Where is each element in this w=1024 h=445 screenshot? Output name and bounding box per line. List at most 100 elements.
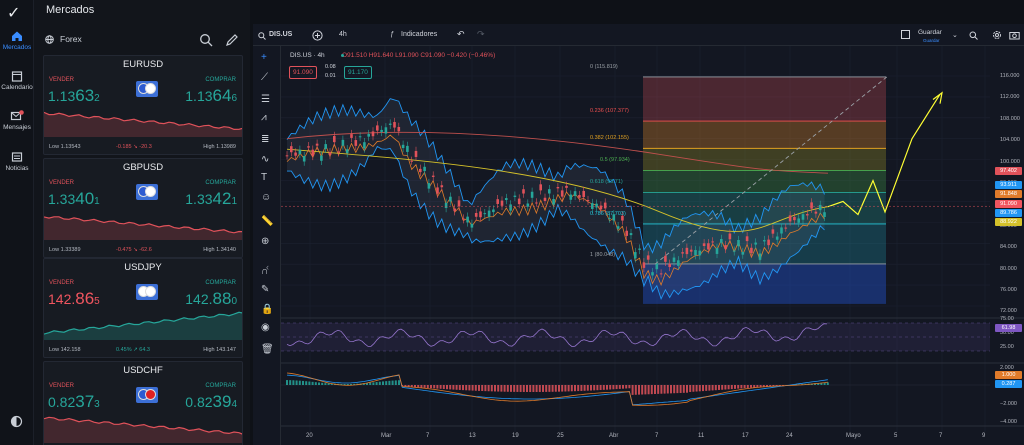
interval-button[interactable]: 4h xyxy=(339,31,347,38)
nav-item-calendario[interactable]: Calendario xyxy=(0,70,34,91)
fib-icon[interactable]: ≣ xyxy=(261,134,270,145)
candle-body xyxy=(307,146,310,148)
x-axis-tick: Mar xyxy=(381,433,392,439)
undo-icon[interactable]: ↶ xyxy=(457,29,465,39)
nav-item-mensajes[interactable]: Mensajes xyxy=(0,110,34,131)
save-sub-label: Guardar xyxy=(923,38,940,43)
wave-icon[interactable]: ∿ xyxy=(261,154,270,165)
fib-level-label: 0.618 (93.71) xyxy=(590,179,623,185)
edit-icon[interactable] xyxy=(225,33,239,47)
macd-histogram-bar xyxy=(455,385,458,390)
candle-body xyxy=(294,152,297,156)
trend-line-icon[interactable]: ⟋ xyxy=(261,72,268,83)
market-card-usdjpy[interactable]: USDJPY VENDER COMPRAR 142.865 142.880 Lo… xyxy=(43,258,243,358)
gear-icon[interactable] xyxy=(992,30,1002,40)
buy-button[interactable]: 0.82394 xyxy=(185,392,237,412)
macd-histogram-bar xyxy=(622,385,624,389)
lock-icon[interactable]: 🔒 xyxy=(261,304,274,315)
buy-label: COMPRAR xyxy=(205,280,236,286)
spread-top: 0.08 xyxy=(325,64,336,70)
sell-button[interactable]: 0.82373 xyxy=(48,392,100,412)
sell-button[interactable]: 1.13632 xyxy=(48,86,100,106)
macd-histogram-bar xyxy=(676,385,679,394)
chart-area[interactable] xyxy=(253,24,1024,445)
buy-price-pips: 64 xyxy=(212,86,232,105)
nav-item-noticias[interactable]: Noticias xyxy=(0,151,34,172)
sell-price-box[interactable]: 91.090 xyxy=(289,66,317,79)
sell-price-pips: 40 xyxy=(75,189,95,208)
buy-button[interactable]: 1.13646 xyxy=(185,86,237,106)
zoom-icon[interactable]: ⊕ xyxy=(261,236,270,247)
horizontal-lines-icon[interactable]: ☰ xyxy=(261,94,270,105)
redo-icon[interactable]: ↷ xyxy=(477,29,485,39)
candle-body xyxy=(599,205,603,210)
sell-button[interactable]: 1.33401 xyxy=(48,189,100,209)
search-icon[interactable] xyxy=(258,32,266,40)
x-axis-tick: 20 xyxy=(306,433,313,439)
text-icon[interactable]: T xyxy=(261,172,268,183)
macd-histogram-bar xyxy=(743,385,746,389)
candle-body xyxy=(608,217,611,219)
price-tag: 97.402 xyxy=(995,167,1022,175)
add-symbol-icon[interactable] xyxy=(312,30,323,41)
card-symbol: GBPUSD xyxy=(122,162,164,173)
macd-histogram-bar xyxy=(462,385,464,391)
market-card-gbpusd[interactable]: GBPUSD VENDER COMPRAR 1.33401 1.33421 Lo… xyxy=(43,158,243,258)
chevron-down-icon[interactable]: ⌄ xyxy=(952,32,958,39)
magnet-icon[interactable]: ∩ xyxy=(261,266,269,277)
search-icon[interactable] xyxy=(969,31,978,40)
candle-body xyxy=(591,203,594,209)
chart-canvas[interactable] xyxy=(253,24,1024,445)
search-icon[interactable] xyxy=(199,33,213,47)
category-selector[interactable]: Forex xyxy=(45,34,82,44)
candle-body xyxy=(285,155,289,157)
candle-body xyxy=(810,202,813,209)
save-button[interactable]: Guardar xyxy=(918,29,942,36)
market-card-eurusd[interactable]: EURUSD VENDER COMPRAR 1.13632 1.13646 Lo… xyxy=(43,55,243,155)
macd-histogram-bar xyxy=(689,385,692,392)
trash-icon[interactable]: 🗑 xyxy=(261,344,274,355)
indicators-button[interactable]: Indicadores xyxy=(401,31,438,38)
x-axis-tick: 17 xyxy=(742,433,749,439)
macd-axis-tick: −4.000 xyxy=(1000,419,1017,425)
ruler-icon[interactable]: 📏 xyxy=(261,216,274,227)
buy-button[interactable]: 142.880 xyxy=(185,289,237,309)
buy-button[interactable]: 1.33421 xyxy=(185,189,237,209)
macd-histogram-bar xyxy=(721,385,724,390)
emoji-icon[interactable]: ☺ xyxy=(261,192,272,203)
macd-histogram-bar xyxy=(628,385,631,389)
candle-body xyxy=(823,212,826,217)
macd-value-tag: 1.000 xyxy=(995,371,1022,379)
pattern-icon[interactable]: ⩘ xyxy=(261,112,267,123)
symbol-button[interactable]: DIS.US xyxy=(269,31,293,38)
sparkline xyxy=(44,111,242,137)
macd-histogram-bar xyxy=(599,385,602,391)
theme-toggle-icon[interactable] xyxy=(10,415,23,428)
candle-body xyxy=(393,122,396,128)
macd-histogram-bar xyxy=(538,385,541,392)
candle-body xyxy=(569,194,573,200)
y-axis-tick: 72.000 xyxy=(1000,308,1017,315)
sparkline-line xyxy=(44,216,242,234)
y-axis-tick: 104.000 xyxy=(1000,137,1020,144)
crosshair-icon[interactable]: + xyxy=(261,52,267,63)
sell-button[interactable]: 142.865 xyxy=(48,289,100,309)
market-card-usdchf[interactable]: USDCHF VENDER COMPRAR 0.82373 0.82394 xyxy=(43,361,243,445)
macd-histogram-bar xyxy=(634,385,637,395)
candle-body xyxy=(410,160,413,162)
collapse-panel-icon[interactable]: ‹ xyxy=(266,262,269,272)
macd-histogram-bar xyxy=(513,385,516,392)
nav-item-mercados[interactable]: Mercados xyxy=(0,30,34,51)
camera-icon[interactable] xyxy=(1009,30,1020,40)
macd-histogram-bar xyxy=(423,385,426,388)
eye-icon[interactable]: ◉ xyxy=(261,322,270,333)
macd-histogram-bar xyxy=(718,385,720,390)
buy-price-box[interactable]: 91.170 xyxy=(344,66,372,79)
ohlc-readout: O91.510 H91.640 L91.090 C91.090 −0.420 (… xyxy=(342,52,496,59)
checkbox-icon[interactable] xyxy=(901,30,910,39)
macd-histogram-bar xyxy=(727,385,730,390)
candle-body xyxy=(457,200,461,207)
card-symbol: USDJPY xyxy=(124,262,162,273)
macd-histogram-bar xyxy=(682,385,685,393)
lock-drawing-icon[interactable]: ✎ xyxy=(261,284,270,295)
